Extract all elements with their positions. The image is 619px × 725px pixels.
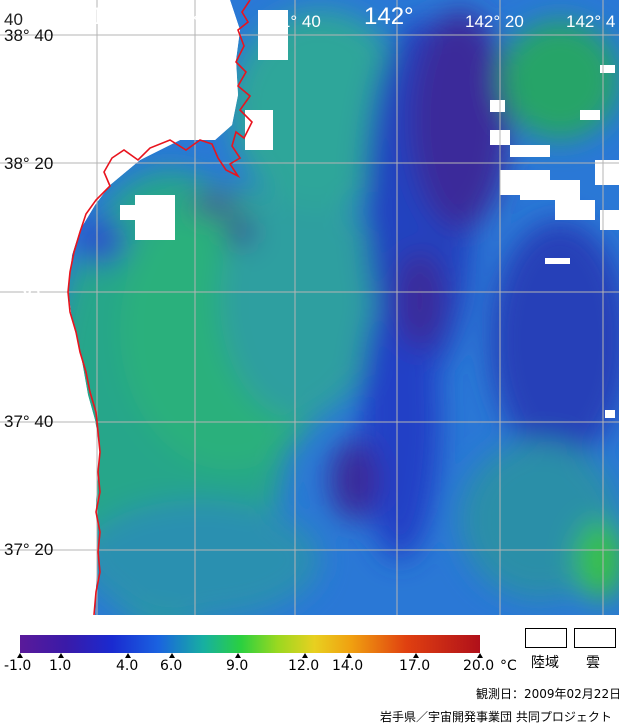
lon-label-141-20: 141° 20 xyxy=(165,12,224,31)
sst-map xyxy=(0,0,619,615)
lon-label-142: 142° xyxy=(364,3,414,30)
lon-label-142-40: 142° 4 xyxy=(566,12,616,31)
observation-date: 観測日：2009年02月22日 xyxy=(476,687,619,701)
lat-label-37-20: 37° 20 xyxy=(4,540,54,559)
credit-text: 岩手県／宇宙開発事業団 共同プロジェクト xyxy=(380,710,612,724)
coastline xyxy=(67,0,253,615)
lat-label-38-40: 38° 40 xyxy=(4,26,54,45)
scale-tick xyxy=(169,653,175,658)
scale-tick xyxy=(302,653,308,658)
temperature-color-scale xyxy=(20,635,480,653)
scale-label: 4.0 xyxy=(116,658,139,674)
scale-tick xyxy=(413,653,419,658)
scale-tick xyxy=(125,653,131,658)
scale-label: 12.0 xyxy=(288,658,320,674)
corner-label: 40 xyxy=(4,10,23,29)
legend-land-label: 陸域 xyxy=(531,655,559,671)
lon-label-141: 141° xyxy=(64,3,114,30)
legend-cloud-label: 雲 xyxy=(586,655,600,671)
scale-unit: °C xyxy=(500,658,517,674)
scale-label: 9.0 xyxy=(226,658,249,674)
scale-tick xyxy=(346,653,352,658)
scale-label: -1.0 xyxy=(4,658,32,674)
scale-label: 17.0 xyxy=(399,658,431,674)
scale-label: 20.0 xyxy=(463,658,495,674)
legend-land-swatch xyxy=(525,628,567,648)
legend-cloud-swatch xyxy=(574,628,616,648)
scale-label: 14.0 xyxy=(332,658,364,674)
lat-label-37-40: 37° 40 xyxy=(4,412,54,431)
graticule xyxy=(0,0,619,615)
lon-label-142-20: 142° 20 xyxy=(465,12,524,31)
sea-temperature-field xyxy=(68,0,619,615)
scale-tick xyxy=(17,653,23,658)
scale-tick xyxy=(477,653,483,658)
scale-tick xyxy=(58,653,64,658)
lat-label-38: 38° xyxy=(14,277,51,304)
scale-tick xyxy=(235,653,241,658)
scale-label: 1.0 xyxy=(49,658,72,674)
lon-label-141-40: 141° 40 xyxy=(262,12,321,31)
land-area xyxy=(0,0,240,615)
scale-label: 6.0 xyxy=(160,658,183,674)
lat-label-38-20: 38° 20 xyxy=(4,154,54,173)
